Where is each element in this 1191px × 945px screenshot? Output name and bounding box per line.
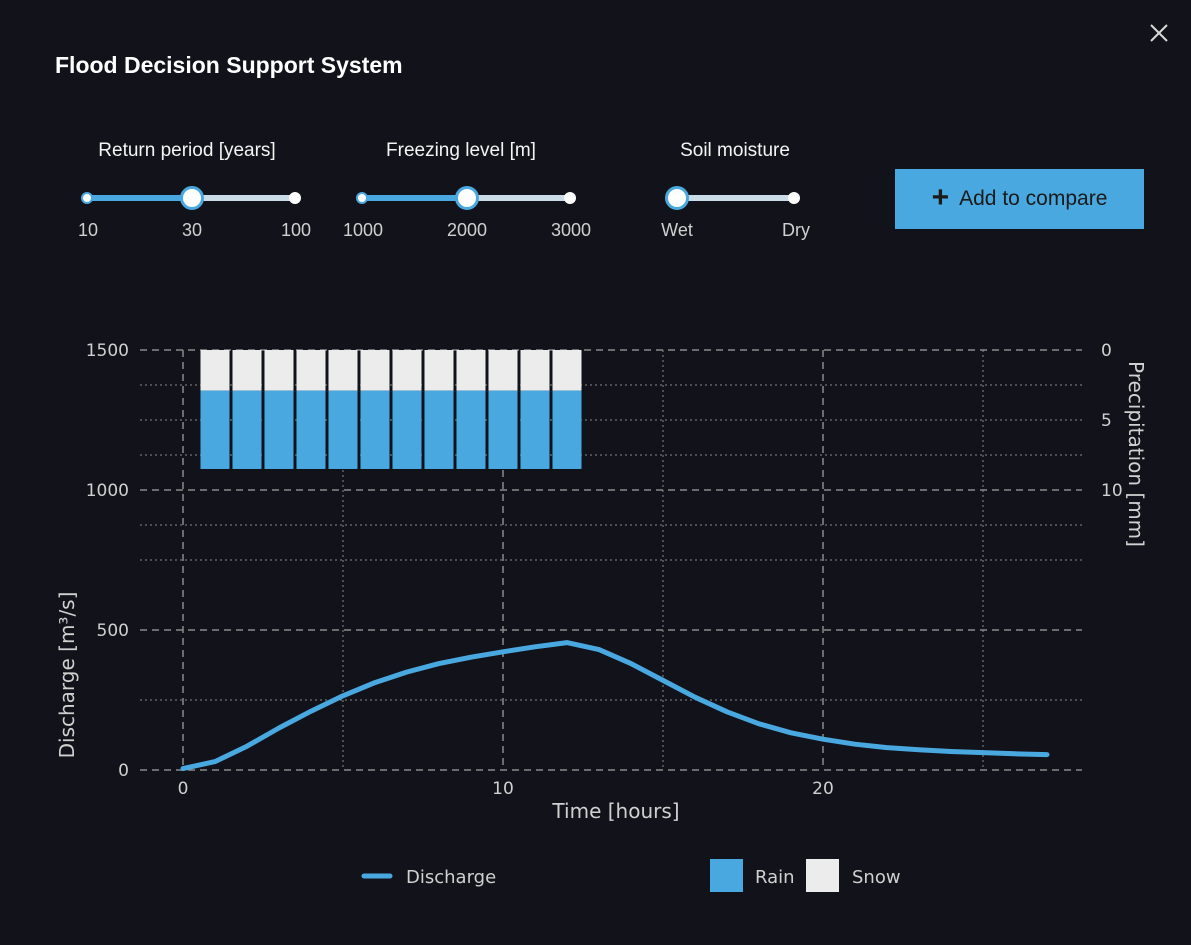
snow-bar: [264, 350, 294, 391]
plus-icon: +: [931, 180, 950, 214]
x-tick-label: 10: [492, 779, 514, 799]
slider-min-dot: [356, 192, 368, 204]
snow-bar: [232, 350, 262, 391]
x-tick-label: 20: [812, 779, 834, 799]
chart-legend: Discharge Rain Snow: [361, 859, 901, 892]
chart-axes: 0 500 1000 1500 0 5 10 0 10 20 Time [hours] Dischar…: [55, 341, 1148, 823]
rain-bar: [488, 390, 518, 469]
slider-fill: [362, 195, 467, 201]
discharge-line: [180, 640, 1050, 772]
legend-rain-swatch: [710, 859, 743, 892]
close-button[interactable]: [1146, 20, 1172, 46]
snow-bar: [360, 350, 390, 391]
y2-tick-label: 10: [1101, 481, 1123, 501]
rain-bar: [520, 390, 550, 469]
discharge-chart: 0 500 1000 1500 0 5 10 0 10 20 Time [hours] Dischar…: [55, 341, 1148, 892]
slider-tick-label: 30: [181, 220, 203, 240]
y-tick-label: 1000: [86, 481, 129, 501]
discharge-series: [180, 640, 1050, 772]
y-axis-label: Discharge [m³/s]: [55, 592, 79, 759]
slider-tick-label: 10: [77, 220, 99, 240]
slider-tick-label: 1000: [342, 220, 384, 240]
add-to-compare-button[interactable]: + Add to compare: [895, 169, 1144, 229]
slider-tick-label: 2000: [446, 220, 488, 240]
rain-bar: [360, 390, 390, 469]
slider-thumb[interactable]: [665, 186, 689, 210]
rain-bar: [424, 390, 454, 469]
slider-tick-label: Wet: [661, 220, 693, 240]
slider-fill: [87, 195, 192, 201]
precipitation-bars: [200, 350, 582, 469]
snow-bar: [328, 350, 358, 391]
slider-max-dot: [564, 192, 576, 204]
slider-max-dot: [788, 192, 800, 204]
y-tick-label: 1500: [86, 341, 129, 361]
slider-tick-label: 100: [280, 220, 312, 240]
snow-bar: [296, 350, 326, 391]
snow-bar: [424, 350, 454, 391]
close-icon: [1150, 24, 1168, 42]
rain-bar: [456, 390, 486, 469]
rain-bar: [552, 390, 582, 469]
rain-bar: [200, 390, 230, 469]
rain-bar: [264, 390, 294, 469]
page-title: Flood Decision Support System: [55, 52, 403, 78]
snow-bar: [552, 350, 582, 391]
rain-bar: [232, 390, 262, 469]
add-to-compare-label: Add to compare: [959, 187, 1108, 210]
legend-snow-swatch: [806, 859, 839, 892]
slider-thumb[interactable]: [455, 186, 479, 210]
soil-moisture-label: Soil moisture: [680, 140, 790, 161]
x-tick-label: 0: [178, 779, 189, 799]
freezing-level-label: Freezing level [m]: [386, 140, 536, 161]
y2-tick-label: 0: [1101, 341, 1112, 361]
y2-tick-label: 5: [1101, 411, 1112, 431]
legend-snow-label: Snow: [852, 867, 901, 888]
slider-max-dot: [289, 192, 301, 204]
y2-axis-label: Precipitation [mm]: [1124, 361, 1148, 547]
legend-rain-label: Rain: [755, 867, 795, 888]
snow-bar: [488, 350, 518, 391]
rain-bar: [392, 390, 422, 469]
rain-bar: [328, 390, 358, 469]
y-tick-label: 0: [118, 761, 129, 781]
x-axis-label: Time [hours]: [551, 799, 679, 823]
return-period-label: Return period [years]: [98, 140, 276, 161]
y-tick-label: 500: [97, 621, 129, 641]
slider-min-dot: [81, 192, 93, 204]
snow-bar: [456, 350, 486, 391]
snow-bar: [392, 350, 422, 391]
slider-thumb[interactable]: [180, 186, 204, 210]
slider-tick-label: Dry: [782, 220, 810, 240]
snow-bar: [520, 350, 550, 391]
legend-discharge-label: Discharge: [406, 867, 496, 888]
slider-track[interactable]: [677, 195, 794, 201]
snow-bar: [200, 350, 230, 391]
slider-tick-label: 3000: [550, 220, 592, 240]
rain-bar: [296, 390, 326, 469]
